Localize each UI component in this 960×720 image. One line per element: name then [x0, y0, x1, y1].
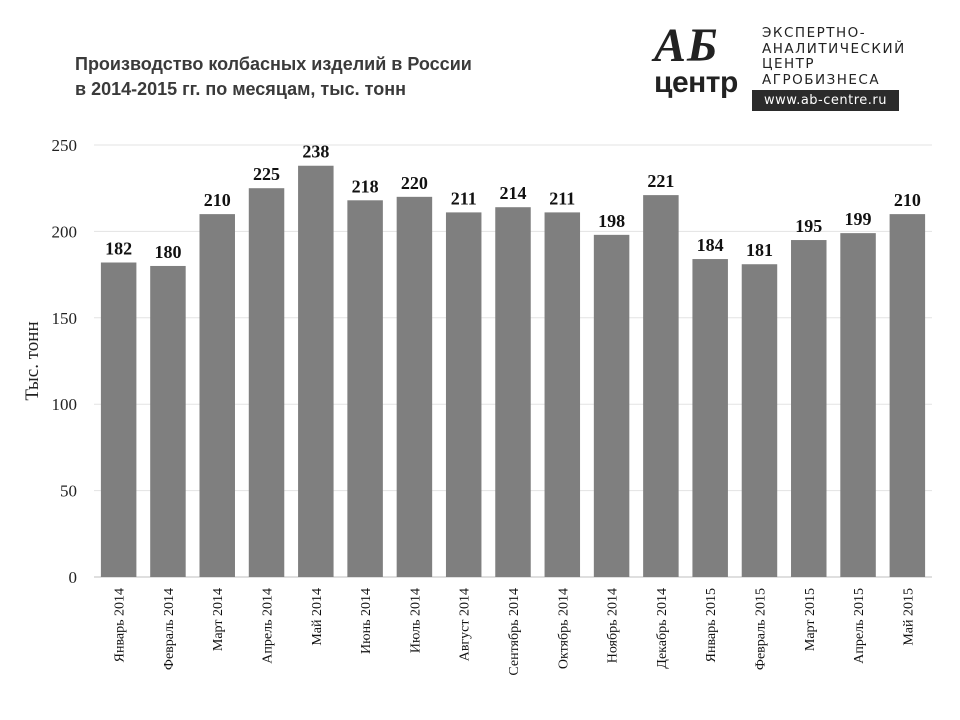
bar: [445, 212, 482, 577]
x-tick-label: Март 2014: [211, 588, 226, 651]
data-label: 198: [598, 211, 625, 231]
logo-text: ЭКСПЕРТНО- АНАЛИТИЧЕСКИЙ ЦЕНТР АГРОБИЗНЕ…: [762, 25, 906, 88]
bar: [495, 207, 531, 577]
bar: [741, 264, 778, 577]
x-tick-label: Ноябрь 2014: [606, 588, 621, 663]
data-label: 195: [795, 216, 822, 236]
x-tick-label: Апрель 2014: [261, 588, 276, 664]
chart-title-line-1: Производство колбасных изделий в России: [75, 54, 472, 74]
bar: [544, 212, 581, 577]
data-label: 180: [154, 242, 181, 262]
data-label: 184: [697, 235, 724, 255]
data-label: 210: [894, 190, 921, 210]
bar: [840, 233, 876, 578]
data-label: 182: [105, 239, 132, 259]
data-label: 210: [204, 190, 231, 210]
x-tick-label: Июль 2014: [408, 588, 423, 653]
bar: [199, 214, 235, 577]
x-tick-label: Сентябрь 2014: [507, 588, 522, 676]
logo-url: www.ab-centre.ru: [752, 90, 900, 111]
bar: [889, 214, 926, 577]
data-label: 220: [401, 173, 428, 193]
chart-title-line-2: в 2014-2015 гг. по месяцам, тыс. тонн: [75, 79, 406, 99]
logo-mark-ab: АБ: [654, 19, 719, 72]
bar: [396, 196, 433, 577]
data-label: 238: [302, 142, 329, 162]
chart-title: Производство колбасных изделий в России …: [75, 52, 472, 102]
data-label: 221: [647, 171, 674, 191]
x-tick-label: Октябрь 2014: [556, 588, 571, 669]
bar: [298, 165, 334, 577]
x-tick-label: Декабрь 2014: [655, 588, 670, 669]
data-label: 181: [746, 240, 773, 260]
bar: [248, 188, 285, 577]
x-tick-label: Август 2014: [458, 588, 473, 661]
x-tick-label: Февраль 2014: [162, 588, 177, 670]
data-label: 199: [845, 209, 872, 229]
logo-text-line-4: АГРОБИЗНЕСА: [762, 71, 881, 88]
data-label: 211: [451, 188, 477, 208]
x-tick-label: Февраль 2015: [753, 588, 768, 670]
data-label: 218: [352, 176, 379, 196]
x-tick-label: Май 2015: [901, 588, 916, 646]
bar: [692, 259, 728, 577]
y-tick-label: 100: [52, 395, 78, 414]
bar: [100, 262, 137, 577]
bar: [150, 265, 186, 577]
x-tick-label: Апрель 2015: [852, 588, 867, 664]
logo-text-line-2: АНАЛИТИЧЕСКИЙ: [762, 40, 906, 57]
logo-mark-centr: центр: [654, 66, 738, 99]
y-tick-label: 150: [52, 309, 78, 328]
data-label: 225: [253, 164, 280, 184]
data-label: 214: [500, 183, 527, 203]
ab-centre-logo: АБ центр ЭКСПЕРТНО- АНАЛИТИЧЕСКИЙ ЦЕНТР …: [650, 22, 925, 117]
logo-text-line-1: ЭКСПЕРТНО-: [762, 25, 867, 41]
bar: [347, 200, 383, 577]
bar: [791, 240, 827, 578]
x-tick-label: Январь 2015: [704, 588, 719, 662]
y-tick-label: 200: [52, 222, 78, 241]
x-tick-label: Май 2014: [310, 588, 325, 646]
y-tick-label: 250: [52, 136, 78, 155]
bar: [593, 234, 630, 577]
y-tick-label: 0: [69, 568, 78, 587]
y-tick-label: 50: [60, 482, 77, 501]
x-tick-label: Март 2015: [803, 588, 818, 651]
x-tick-label: Июнь 2014: [359, 588, 374, 654]
y-axis-label: Тыс. тонн: [22, 321, 43, 400]
logo-text-line-3: ЦЕНТР: [762, 56, 816, 72]
data-label: 211: [549, 188, 575, 208]
x-tick-label: Январь 2014: [113, 588, 128, 662]
bar: [643, 195, 679, 577]
